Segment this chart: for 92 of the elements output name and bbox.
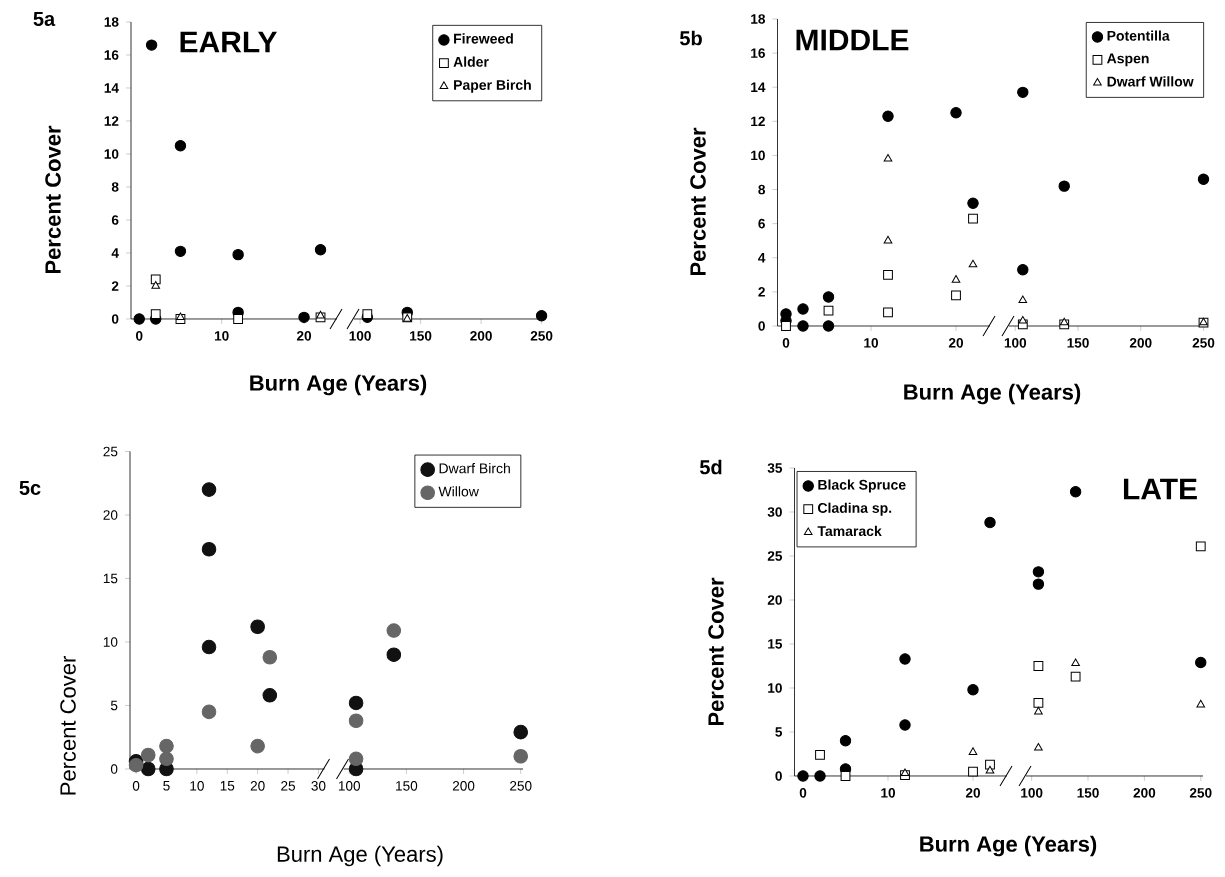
x-tick-label: 250 — [1192, 338, 1215, 348]
y-tick-label: 8 — [111, 182, 119, 192]
x-tick-label: 10 — [864, 338, 879, 348]
x-tick-label: 150 — [396, 781, 418, 791]
y-tick-label: 6 — [758, 218, 765, 229]
chart-title: 5d — [699, 459, 722, 475]
legend-label: Willow — [438, 486, 479, 497]
annotation: EARLY — [180, 31, 277, 53]
x-tick-label: 20 — [250, 781, 265, 791]
y-tick-label: 10 — [103, 637, 118, 647]
x-tick-label: 100 — [338, 781, 361, 791]
y-tick-label: 30 — [767, 507, 782, 517]
y-tick-label: 20 — [767, 595, 782, 605]
x-tick-label: 5 — [163, 781, 170, 791]
legend-label: Dwarf Birch — [439, 463, 510, 474]
y-tick-label: 14 — [104, 83, 119, 93]
x-tick-label: 150 — [1067, 338, 1089, 348]
x-tick-label: 250 — [530, 331, 553, 341]
chart-title: 5b — [679, 30, 702, 46]
y-tick-label: 2 — [111, 281, 119, 291]
y-tick-label: 4 — [111, 248, 119, 258]
y-tick-label: 10 — [104, 149, 119, 159]
y-tick-label: 10 — [768, 683, 782, 693]
y-tick-label: 10 — [751, 150, 765, 161]
legend-label: Potentilla — [1107, 30, 1170, 41]
y-tick-label: 0 — [110, 764, 118, 774]
x-tick-label: 10 — [881, 788, 896, 798]
y-tick-label: 0 — [758, 321, 765, 331]
y-axis-title: Percent Cover — [690, 127, 706, 276]
legend-label: Dwarf Willow — [1107, 76, 1194, 87]
y-tick-label: 12 — [751, 116, 765, 127]
y-tick-label: 18 — [751, 14, 766, 24]
legend-label: Cladina sp. — [818, 502, 892, 516]
x-tick-label: 0 — [782, 338, 790, 348]
chart-title: 5a — [33, 12, 56, 26]
y-tick-label: 0 — [775, 771, 782, 781]
y-tick-label: 18 — [104, 17, 119, 27]
x-tick-label: 10 — [214, 331, 229, 341]
legend-label: Tamarack — [817, 525, 882, 537]
y-tick-label: 0 — [111, 314, 119, 324]
annotation: LATE — [1123, 478, 1197, 500]
y-tick-label: 2 — [758, 287, 765, 297]
x-tick-label: 100 — [1004, 338, 1027, 348]
legend-label: Black Spruce — [818, 479, 906, 493]
y-tick-label: 16 — [751, 48, 765, 58]
x-axis-title: Burn Age (Years) — [277, 845, 443, 867]
x-tick-label: 15 — [220, 781, 235, 791]
x-tick-label: 20 — [296, 331, 312, 341]
y-tick-label: 15 — [103, 573, 118, 584]
x-tick-label: 100 — [349, 331, 371, 341]
y-tick-label: 5 — [775, 727, 783, 737]
y-tick-label: 5 — [110, 700, 118, 711]
x-tick-label: 150 — [410, 331, 432, 341]
y-tick-label: 15 — [768, 639, 783, 649]
x-tick-label: 10 — [190, 781, 204, 791]
y-tick-label: 25 — [103, 446, 118, 457]
annotation: MIDDLE — [796, 29, 909, 51]
y-tick-label: 8 — [758, 184, 766, 195]
x-tick-label: 0 — [132, 781, 140, 791]
y-tick-label: 25 — [767, 551, 783, 561]
x-tick-label: 200 — [1133, 788, 1156, 798]
y-axis-title: Percent Cover — [45, 125, 61, 274]
x-tick-label: 250 — [1189, 788, 1212, 798]
x-tick-label: 25 — [281, 781, 296, 791]
x-tick-label: 0 — [136, 331, 143, 341]
y-tick-label: 6 — [111, 215, 119, 225]
x-tick-label: 100 — [1021, 788, 1043, 798]
x-tick-label: 0 — [799, 788, 807, 798]
legend-label: Alder — [453, 56, 489, 67]
y-tick-label: 4 — [758, 253, 766, 263]
x-tick-label: 150 — [1077, 788, 1099, 798]
legend-label: Aspen — [1107, 53, 1149, 67]
x-tick-label: 200 — [470, 331, 492, 341]
legend-label: Paper Birch — [454, 79, 531, 93]
y-axis-title: Percent Cover — [708, 577, 724, 726]
y-axis-title: Percent Cover — [60, 656, 76, 795]
y-tick-label: 16 — [104, 50, 119, 60]
x-tick-label: 30 — [311, 781, 326, 791]
x-tick-label: 20 — [948, 338, 964, 348]
x-axis-title: Burn Age (Years) — [904, 383, 1081, 405]
legend-label: Fireweed — [454, 33, 513, 44]
text: 5c — [19, 481, 41, 495]
x-tick-label: 20 — [965, 788, 981, 798]
y-tick-label: 35 — [767, 463, 783, 473]
y-tick-label: 20 — [103, 510, 118, 520]
x-tick-label: 250 — [510, 781, 532, 791]
y-tick-label: 12 — [104, 116, 119, 126]
x-axis-title: Burn Age (Years) — [250, 374, 427, 396]
x-tick-label: 200 — [452, 781, 475, 791]
y-tick-label: 14 — [751, 82, 766, 92]
x-tick-label: 200 — [1129, 338, 1152, 348]
x-axis-title: Burn Age (Years) — [920, 835, 1097, 857]
